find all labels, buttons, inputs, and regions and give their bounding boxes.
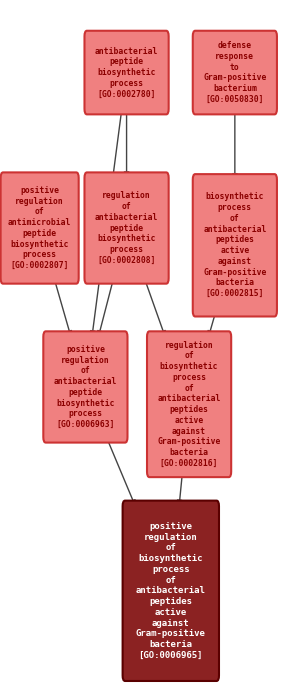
FancyBboxPatch shape bbox=[193, 31, 277, 115]
FancyBboxPatch shape bbox=[1, 173, 79, 283]
Text: regulation
of
biosynthetic
process
of
antibacterial
peptides
active
against
Gram: regulation of biosynthetic process of an… bbox=[157, 341, 221, 468]
Text: positive
regulation
of
biosynthetic
process
of
antibacterial
peptides
active
aga: positive regulation of biosynthetic proc… bbox=[136, 522, 206, 660]
FancyBboxPatch shape bbox=[123, 500, 219, 681]
FancyBboxPatch shape bbox=[193, 174, 277, 316]
FancyBboxPatch shape bbox=[43, 332, 127, 443]
Text: positive
regulation
of
antibacterial
peptide
biosynthetic
process
[GO:0006963]: positive regulation of antibacterial pep… bbox=[54, 345, 117, 429]
FancyBboxPatch shape bbox=[147, 332, 231, 477]
Text: positive
regulation
of
antimicrobial
peptide
biosynthetic
process
[GO:0002807]: positive regulation of antimicrobial pep… bbox=[8, 186, 71, 270]
Text: antibacterial
peptide
biosynthetic
process
[GO:0002780]: antibacterial peptide biosynthetic proce… bbox=[95, 46, 158, 99]
Text: regulation
of
antibacterial
peptide
biosynthetic
process
[GO:0002808]: regulation of antibacterial peptide bios… bbox=[95, 191, 158, 265]
Text: biosynthetic
process
of
antibacterial
peptides
active
against
Gram-positive
bact: biosynthetic process of antibacterial pe… bbox=[203, 192, 267, 299]
FancyBboxPatch shape bbox=[84, 173, 169, 283]
FancyBboxPatch shape bbox=[84, 31, 169, 115]
Text: defense
response
to
Gram-positive
bacterium
[GO:0050830]: defense response to Gram-positive bacter… bbox=[203, 41, 267, 104]
